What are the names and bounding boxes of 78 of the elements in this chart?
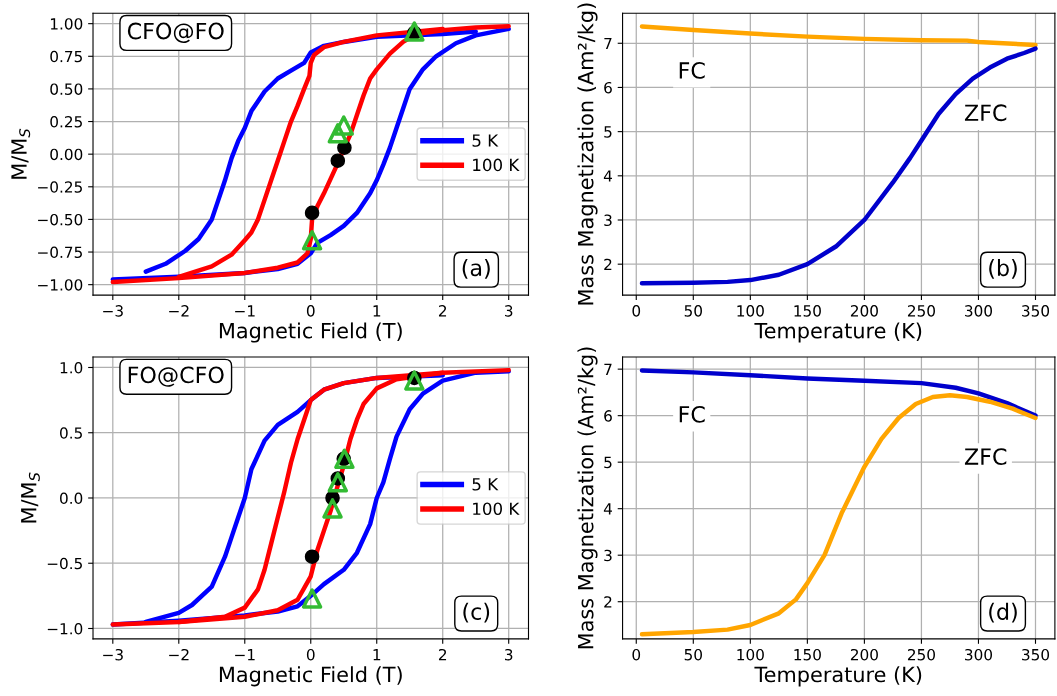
- y-tick-label: −0.75: [38, 246, 82, 259]
- y-axis-title: Mass Magnetization (Am²/kg): [577, 3, 598, 305]
- y-tick-label: 0.50: [50, 83, 83, 95]
- y-tick-label: −0.50: [38, 213, 83, 226]
- annotation: (d): [989, 602, 1017, 623]
- x-tick-label: 350: [1022, 648, 1050, 661]
- annotation: (b): [989, 258, 1017, 279]
- x-tick-label: 200: [850, 305, 878, 317]
- x-tick-label: 50: [684, 305, 702, 317]
- y-tick-label: −0.5: [47, 557, 82, 570]
- x-tick-label: 100: [737, 305, 764, 317]
- annotation: (c): [463, 602, 490, 623]
- x-tick-label: −1: [235, 649, 255, 661]
- y-tick-label: 0.75: [50, 50, 82, 63]
- x-axis-title: Magnetic Field (T): [219, 322, 402, 343]
- y-tick-label: 3: [604, 549, 612, 562]
- annotation: (a): [462, 259, 490, 279]
- x-tick-label: 0: [632, 305, 641, 317]
- x-tick-label: 350: [1022, 305, 1050, 317]
- x-tick-label: −1: [235, 305, 255, 317]
- y-tick-label: 6: [604, 81, 612, 94]
- x-tick-label: 1: [373, 305, 381, 317]
- x-tick-label: 250: [907, 305, 935, 317]
- annotation: ZFC: [964, 448, 1007, 465]
- y-tick-label: −1.0: [47, 622, 83, 635]
- y-tick-label: −0.25: [38, 181, 82, 193]
- y-tick-label: 3: [604, 214, 612, 227]
- x-axis-title: Temperature (K): [754, 322, 922, 343]
- annotation: ZFC: [964, 104, 1007, 122]
- x-tick-label: 200: [850, 648, 878, 661]
- x-tick-label: 0: [632, 648, 641, 661]
- y-tick-label: 0.5: [60, 427, 82, 439]
- y-tick-label: 6: [604, 410, 612, 422]
- legend-label: 100 K: [473, 158, 520, 172]
- x-axis-title: Temperature (K): [754, 666, 922, 687]
- x-tick-label: 3: [505, 648, 513, 661]
- y-tick-label: 4: [603, 170, 612, 182]
- x-tick-label: −3: [103, 305, 123, 317]
- y-axis-title: M/M$_{S}$: [11, 128, 31, 179]
- x-tick-label: 50: [684, 648, 702, 661]
- x-tick-label: 300: [965, 305, 993, 317]
- legend-label: 5 K: [472, 478, 499, 491]
- x-tick-label: 2: [438, 648, 447, 661]
- x-axis-title: Magnetic Field (T): [219, 666, 402, 687]
- x-tick-label: 3: [505, 305, 513, 317]
- legend-label: 100 K: [473, 502, 520, 516]
- y-tick-label: 1.00: [50, 18, 83, 30]
- y-tick-label: 2: [604, 596, 612, 608]
- annotation: FC: [679, 405, 705, 423]
- y-axis-title: M/M$_{S}$: [21, 472, 40, 523]
- x-tick-label: 0: [306, 305, 315, 317]
- x-tick-label: 100: [737, 648, 764, 661]
- x-tick-label: −2: [169, 648, 189, 661]
- annotation: FC: [679, 62, 705, 79]
- y-tick-label: 7: [604, 37, 612, 50]
- y-tick-label: −1.00: [38, 279, 83, 291]
- x-tick-label: 150: [794, 648, 821, 661]
- y-tick-label: 5: [604, 126, 612, 138]
- annotation: CFO@FO: [127, 22, 224, 43]
- y-tick-label: 4: [603, 503, 612, 515]
- y-tick-label: 0.25: [50, 116, 82, 128]
- y-tick-label: 1.0: [60, 361, 83, 374]
- y-tick-label: 2: [604, 258, 612, 270]
- y-tick-label: 0.00: [50, 148, 83, 161]
- x-tick-label: 1: [373, 649, 381, 661]
- x-tick-label: −2: [169, 305, 189, 317]
- legend-label: 5 K: [472, 134, 499, 147]
- y-tick-label: 5: [604, 456, 612, 469]
- y-tick-label: 0.0: [60, 492, 83, 505]
- x-tick-label: 150: [794, 305, 821, 317]
- x-tick-label: 300: [965, 648, 993, 661]
- y-tick-label: 7: [604, 363, 612, 375]
- x-tick-label: 2: [438, 305, 447, 317]
- y-axis-title: Mass Magnetization (Am²/kg): [577, 347, 598, 649]
- x-tick-label: −3: [103, 648, 123, 661]
- x-tick-label: 0: [306, 648, 315, 661]
- x-tick-label: 250: [907, 648, 935, 661]
- annotation: FO@CFO: [128, 366, 224, 387]
